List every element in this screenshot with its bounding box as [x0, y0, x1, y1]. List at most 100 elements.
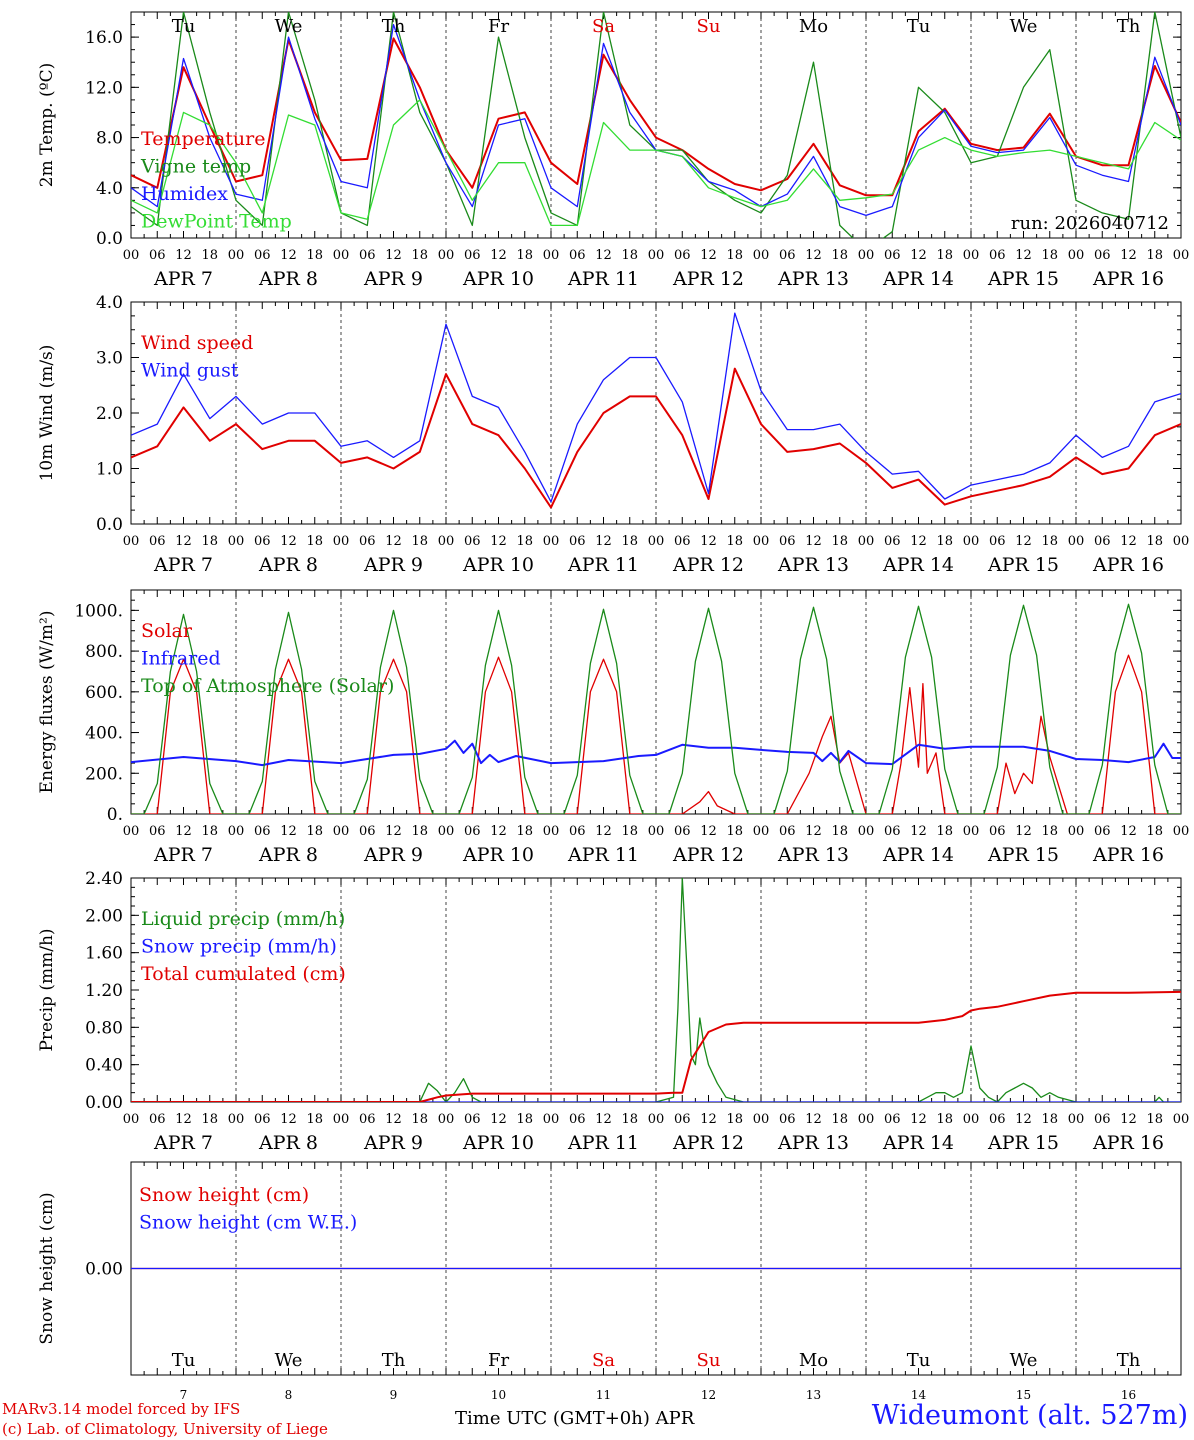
hour-tick-label: 06 [359, 248, 376, 263]
hour-tick-label: 00 [753, 1112, 770, 1127]
day-number-label: 7 [180, 1388, 188, 1402]
date-label: APR 7 [153, 1132, 213, 1154]
date-label: APR 14 [882, 268, 954, 290]
hour-tick-label: 00 [438, 534, 455, 549]
date-label: APR 13 [777, 268, 849, 290]
hour-tick-label: 06 [1094, 824, 1111, 839]
hour-tick-label: 00 [648, 1112, 665, 1127]
weekday-label: Su [697, 16, 721, 37]
day-number-label: 13 [806, 1388, 821, 1402]
hour-tick-label: 12 [1015, 534, 1032, 549]
y-tick-label: 2.00 [85, 906, 123, 926]
hour-tick-label: 12 [385, 248, 402, 263]
date-label: APR 16 [1092, 844, 1164, 866]
day-number-label: 10 [491, 1388, 506, 1402]
hour-tick-label: 12 [1120, 824, 1137, 839]
date-label: APR 13 [777, 554, 849, 576]
y-tick-label: 4.0 [96, 179, 123, 199]
hour-tick-label: 18 [306, 1112, 323, 1127]
date-label: APR 16 [1092, 1132, 1164, 1154]
y-tick-label: 600. [85, 683, 123, 703]
hour-tick-label: 12 [490, 248, 507, 263]
hour-tick-label: 18 [411, 534, 428, 549]
hour-tick-label: 12 [595, 1112, 612, 1127]
date-label: APR 11 [567, 1132, 639, 1154]
date-label: APR 12 [672, 844, 744, 866]
legend-entry: Snow height (cm) [139, 1184, 309, 1206]
hour-tick-label: 18 [621, 248, 638, 263]
hour-tick-label: 06 [149, 534, 166, 549]
hour-tick-label: 06 [464, 534, 481, 549]
date-label: APR 11 [567, 844, 639, 866]
hour-tick-label: 00 [1068, 534, 1085, 549]
hour-tick-label: 18 [411, 1112, 428, 1127]
hour-tick-label: 06 [569, 824, 586, 839]
legend-entry: Temperature [141, 128, 265, 150]
hour-tick-label: 06 [149, 248, 166, 263]
hour-tick-label: 06 [674, 1112, 691, 1127]
hour-tick-label: 00 [963, 1112, 980, 1127]
hour-tick-label: 00 [1068, 824, 1085, 839]
weekday-label: Th [382, 1350, 406, 1371]
legend-entry: Solar [141, 620, 193, 642]
y-tick-label: 0.0 [96, 229, 123, 249]
date-label: APR 16 [1092, 554, 1164, 576]
hour-tick-label: 06 [1094, 248, 1111, 263]
legend-entry: Vigne temp [140, 156, 251, 178]
legend-entry: Humidex [141, 183, 228, 205]
hour-tick-label: 12 [175, 1112, 192, 1127]
hour-tick-label: 12 [175, 824, 192, 839]
series-line [131, 603, 1181, 814]
hour-tick-label: 00 [1173, 248, 1190, 263]
date-label: APR 8 [258, 554, 318, 576]
legend-entry: Snow precip (mm/h) [141, 936, 337, 958]
hour-tick-label: 06 [989, 534, 1006, 549]
hour-tick-label: 18 [201, 1112, 218, 1127]
run-label: run: 2026040712 [1011, 213, 1169, 234]
weekday-label: Sa [592, 16, 615, 37]
date-label: APR 9 [363, 1132, 423, 1154]
y-tick-label: 800. [85, 642, 123, 662]
hour-tick-label: 06 [569, 248, 586, 263]
hour-tick-label: 00 [228, 824, 245, 839]
hour-tick-label: 06 [569, 534, 586, 549]
hour-tick-label: 12 [280, 824, 297, 839]
weekday-label: We [275, 1350, 303, 1371]
date-label: APR 13 [777, 1132, 849, 1154]
hour-tick-label: 06 [884, 534, 901, 549]
legend-entry: Infrared [141, 648, 221, 670]
hour-tick-label: 12 [700, 824, 717, 839]
y-tick-label: 1000. [74, 601, 123, 621]
hour-tick-label: 06 [464, 248, 481, 263]
date-label: APR 15 [987, 268, 1059, 290]
hour-tick-label: 00 [333, 248, 350, 263]
y-tick-label: 1.20 [85, 981, 123, 1001]
hour-tick-label: 12 [1120, 534, 1137, 549]
hour-tick-label: 12 [280, 248, 297, 263]
energy-panel: 0. 200. 400. 600. 800. 1000. Energy fluxes (W/… [37, 589, 1189, 866]
hour-tick-label: 00 [753, 534, 770, 549]
y-axis-label: 2m Temp. (ºC) [37, 63, 57, 188]
hour-tick-label: 18 [1041, 1112, 1058, 1127]
date-label: APR 15 [987, 1132, 1059, 1154]
y-tick-label: 1.60 [85, 944, 123, 964]
weekday-label: We [275, 16, 303, 37]
hour-tick-label: 18 [1146, 248, 1163, 263]
hour-tick-label: 06 [254, 1112, 271, 1127]
date-label: APR 7 [153, 268, 213, 290]
hour-tick-label: 12 [490, 824, 507, 839]
hour-tick-label: 12 [805, 824, 822, 839]
hour-tick-label: 18 [1146, 1112, 1163, 1127]
hour-tick-label: 12 [1120, 248, 1137, 263]
hour-tick-label: 06 [1094, 534, 1111, 549]
hour-tick-label: 12 [385, 534, 402, 549]
hour-tick-label: 18 [516, 248, 533, 263]
date-label: APR 8 [258, 1132, 318, 1154]
hour-tick-label: 12 [910, 824, 927, 839]
hour-tick-label: 18 [621, 534, 638, 549]
hour-tick-label: 12 [1120, 1112, 1137, 1127]
hour-tick-label: 06 [149, 824, 166, 839]
hour-tick-label: 00 [333, 824, 350, 839]
hour-tick-label: 00 [1173, 1112, 1190, 1127]
